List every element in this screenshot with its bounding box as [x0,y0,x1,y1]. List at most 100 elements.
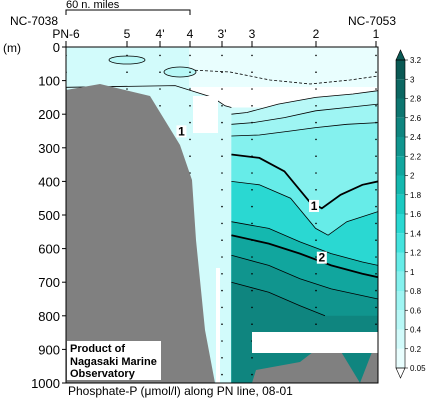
colorbar-segment [396,175,405,195]
sample-point [375,54,377,57]
sample-point [251,155,253,157]
sample-point [315,71,317,73]
sample-point [315,273,317,275]
y-tick-label: 900 [38,342,60,357]
sample-point [375,289,377,292]
contour-label: 1 [311,199,318,213]
contour-0.4 [231,90,378,115]
sample-point [251,121,253,124]
sample-point [221,373,223,376]
sample-point [375,256,377,258]
station-label-2: 2 [313,27,320,41]
credit-box: Product of Nagasaki Marine Observatory [67,341,161,380]
colorbar-segment [396,233,405,253]
colorbar-segment [396,156,405,176]
sample-point [315,222,317,225]
sample-point [375,88,377,90]
sample-point [251,172,253,174]
y-tick-label: 800 [38,309,60,324]
colorbar-tick-label: 2.6 [410,114,422,123]
sample-point [221,256,223,258]
sample-point [221,205,223,208]
colorbar-tick-label: 1 [410,268,415,277]
station-label-1: 1 [373,27,380,41]
contour-0.6 [231,103,378,125]
contour-2 [231,234,378,279]
chart-title: Phosphate-P (μmol/l) along PN line, 08-0… [68,384,293,398]
colorbar-segment [396,214,405,234]
colorbar-tick-label: 3.2 [410,56,422,65]
sample-point [221,273,223,275]
contour-label: 2 [318,251,325,265]
credit-line-1: Product of [70,343,125,355]
colorbar-tick-label: 0.6 [410,306,422,315]
sample-point [315,239,317,241]
credit-line-2: Nagasaki Marine [70,355,157,368]
colorbar-tick-label: 0.4 [410,326,422,335]
sample-point [315,155,317,157]
colorbar-tick-label: 1.2 [410,249,422,258]
sample-point [315,88,317,90]
y-tick-label: 700 [38,275,60,290]
colorbar-segment [396,194,405,214]
colorbar-tick-label: 2 [410,172,415,181]
sample-point [221,88,223,90]
y-tick-label: 1000 [31,376,60,391]
colorbar: 0.05 0.2 0.4 0.6 0.8 1 1.2 1.4 1.6 1.8 2 2.2 2.4 2.6 2… [395,49,426,379]
sample-point [375,205,377,208]
colorbar-segment [396,329,405,349]
contour-label-bg [309,199,320,212]
contour-label-bg [316,251,327,264]
y-tick-label: 400 [38,174,60,189]
sample-point [251,138,253,141]
sample-point [221,340,223,342]
sample-point [189,155,191,157]
sample-point [189,138,191,141]
trough-floor-topography [252,348,360,383]
contour-surface-dashed [189,69,378,85]
sample-point [375,71,377,73]
right-end-label: NC-7053 [348,14,396,28]
contour-ellipse-shelf [108,55,146,65]
station-label-pn6: PN-6 [52,27,80,41]
sample-point [315,138,317,141]
sample-point [221,306,223,309]
colorbar-bottom-arrow [395,367,406,379]
colorbar-segment [396,252,405,272]
sample-point [189,54,191,57]
sample-point [159,105,161,107]
station-label-4prime: 4' [156,27,165,41]
distance-scale-bar [65,9,191,15]
right-ridge-topography [360,350,378,383]
sample-point [375,306,377,309]
y-axis-ticks: 0 100 200 300 400 500 600 700 800 900 1000 [31,40,66,391]
station-label-5: 5 [124,27,131,41]
y-tick-label: 500 [38,208,60,223]
colorbar-segment [396,271,405,291]
sample-point [189,121,191,124]
colorbar-segment [396,117,405,137]
station-label-4: 4 [187,27,194,41]
contour-label-bg [176,125,187,138]
y-tick-label: 300 [38,141,60,156]
sample-point [251,189,253,191]
sample-point [221,357,223,359]
sample-point [126,88,128,90]
sample-point [315,256,317,258]
station-label-3prime: 3' [218,27,227,41]
y-tick-label: 100 [38,74,60,89]
sample-point [251,373,253,376]
sample-point [315,54,317,57]
sample-point [189,71,191,73]
sample-point [251,289,253,292]
contour-1.4 [231,181,378,236]
sample-point [221,138,223,141]
sample-point [375,172,377,174]
colorbar-top-arrow [395,49,406,61]
sample-point [251,88,253,90]
sample-point [221,105,223,107]
colorbar-tick-label: 2.2 [410,152,422,161]
sample-point [221,155,223,157]
sample-point [221,121,223,124]
contour-2.2 [231,254,378,300]
